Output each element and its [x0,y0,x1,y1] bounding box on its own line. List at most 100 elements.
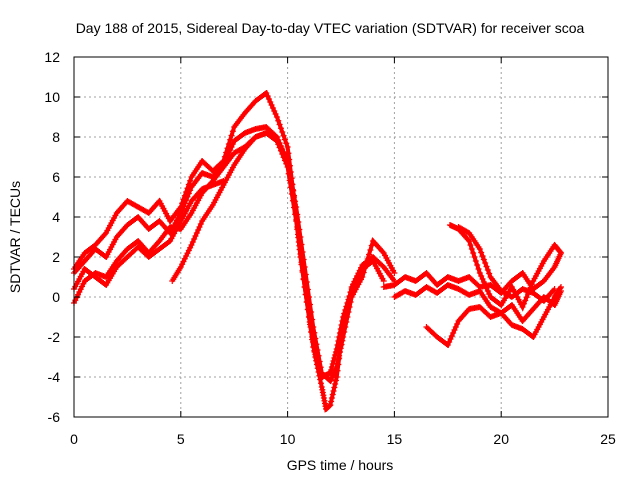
data-point [229,141,236,147]
data-point [331,384,338,391]
data-point [280,132,287,139]
data-point [304,306,311,313]
data-point [228,144,235,150]
data-point [480,256,487,263]
data-point [557,285,564,292]
data-point [79,283,86,290]
data-point [309,336,316,343]
data-point [193,230,200,236]
data-point [486,270,493,277]
data-point [341,310,348,317]
data-point [294,226,301,233]
data-point [484,267,491,273]
data-point [295,234,302,241]
x-axis-label: GPS time / hours [287,457,394,473]
data-point [471,254,478,260]
data-point [293,218,300,224]
data-point [467,242,474,248]
data-point [303,299,310,305]
data-point [276,121,283,128]
data-point [528,281,535,288]
data-point [338,322,345,328]
data-point [380,278,387,284]
data-point [284,164,291,170]
data-point [332,377,339,384]
y-tick-label: 10 [44,89,60,105]
data-point [339,318,346,324]
data-point [328,367,335,373]
data-point [367,247,374,253]
data-point [328,364,335,370]
data-point [479,276,486,282]
data-point [287,184,294,191]
data-point [285,150,292,157]
data-point [347,289,354,296]
data-point [446,339,453,345]
data-point [468,246,475,252]
data-point [539,279,546,285]
data-point [189,239,196,245]
x-tick-label: 10 [280,431,296,447]
y-tick-label: 2 [52,249,60,265]
data-point [277,147,284,154]
data-point [183,253,190,259]
data-point [291,204,298,211]
data-point [346,293,353,299]
data-point [288,191,295,197]
x-tick-label: 20 [493,431,509,447]
data-point [285,170,292,177]
data-point [269,105,276,111]
data-point [496,301,503,307]
data-point [343,319,350,325]
data-point [183,197,190,203]
data-point [518,271,525,277]
data-point [314,359,321,365]
data-point [280,154,287,161]
data-point [470,250,477,256]
data-point [454,321,461,327]
data-point [227,147,234,153]
data-point [165,239,172,245]
data-point [184,250,191,257]
data-point [484,288,491,294]
x-tick-label: 0 [70,431,78,447]
data-point [340,314,347,320]
data-point [486,291,493,297]
data-point [482,260,489,266]
data-point [557,249,564,255]
series-track-4 [71,178,227,292]
data-point [273,114,280,120]
data-point [187,244,194,251]
y-tick-label: -6 [48,409,61,425]
data-point [316,366,323,373]
data-point [332,352,339,358]
data-point [179,206,186,213]
data-point [229,128,236,135]
data-point [299,267,306,274]
data-point [267,99,274,105]
y-axis-label: SDTVAR / TECUs [7,181,23,293]
data-point [331,355,338,361]
data-point [335,356,342,363]
data-point [478,249,485,256]
series-track-2 [71,124,398,385]
y-tick-label: 6 [52,169,60,185]
series-track-8 [423,284,565,349]
data-point [264,93,271,99]
data-point [297,251,304,257]
data-point [76,289,83,295]
data-point [301,284,308,290]
data-point [344,300,351,306]
data-point [327,402,334,408]
data-point [345,296,352,303]
data-point [177,264,184,270]
data-point [187,177,194,184]
data-point [289,197,296,204]
data-point [334,360,341,367]
data-point [317,380,324,387]
data-point [522,297,529,304]
data-point [479,253,486,259]
data-point [268,102,275,108]
data-point [343,303,350,310]
